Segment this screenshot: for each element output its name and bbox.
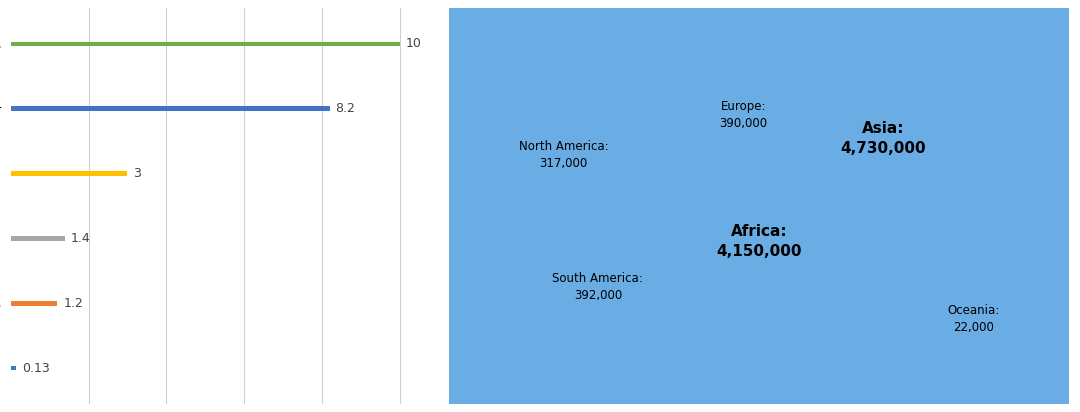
Bar: [11, 171, 127, 176]
Text: 8.2: 8.2: [336, 102, 355, 115]
Text: 10: 10: [405, 37, 421, 50]
Text: Europe:
390,000: Europe: 390,000: [719, 100, 768, 130]
Text: 1.2: 1.2: [64, 297, 83, 310]
Text: South America:
392,000: South America: 392,000: [553, 272, 644, 302]
Text: 1.4: 1.4: [71, 232, 91, 245]
Text: 0.13: 0.13: [22, 362, 50, 375]
Text: Oceania:
22,000: Oceania: 22,000: [947, 304, 999, 334]
Bar: [11, 42, 400, 46]
Text: Africa:
4,150,000: Africa: 4,150,000: [716, 224, 801, 259]
Text: North America:
317,000: North America: 317,000: [518, 140, 608, 170]
Bar: [11, 106, 329, 111]
Bar: [11, 366, 16, 370]
Bar: [11, 236, 65, 241]
Bar: [11, 301, 57, 306]
Text: 3: 3: [133, 167, 141, 180]
Text: Asia:
4,730,000: Asia: 4,730,000: [840, 122, 926, 156]
